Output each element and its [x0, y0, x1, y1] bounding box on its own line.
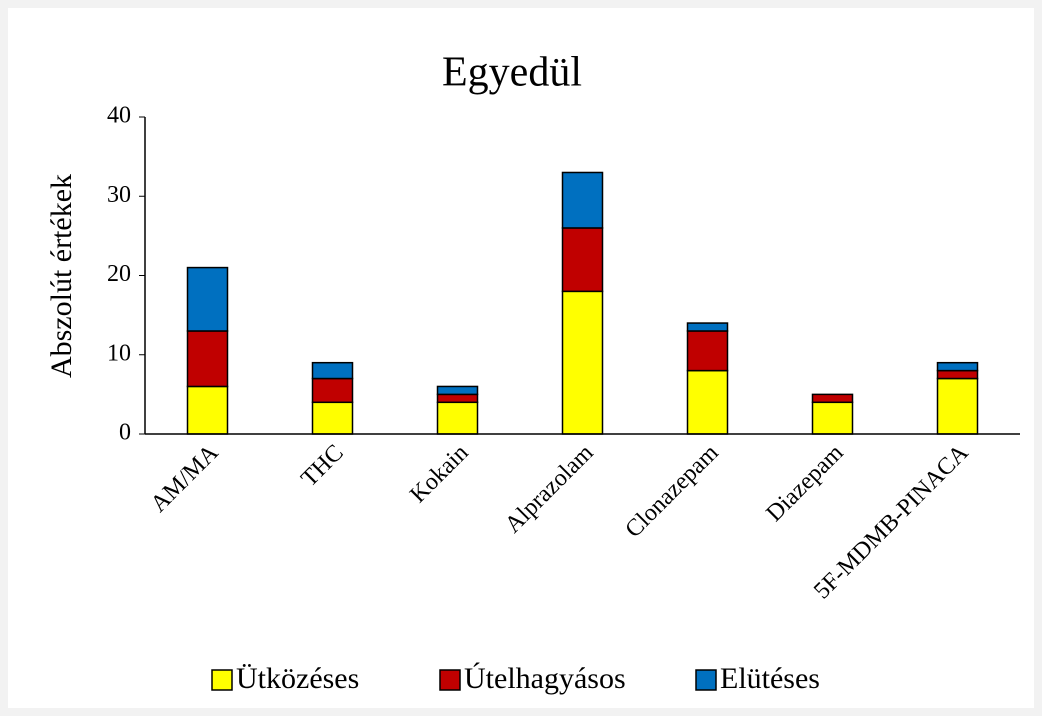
legend-swatch	[695, 669, 717, 691]
bar-segment	[186, 385, 229, 435]
bar-segment	[436, 393, 479, 404]
y-tick-label: 30	[107, 182, 131, 208]
bar-segment	[936, 361, 979, 372]
y-tick-label: 0	[119, 420, 131, 446]
bar-segment	[186, 330, 229, 388]
y-tick-label: 20	[107, 261, 131, 287]
bar-segment	[936, 369, 979, 380]
bar-segment	[561, 171, 604, 229]
bar-segment	[811, 393, 854, 404]
bar-segment	[186, 266, 229, 332]
bar-segment	[811, 401, 854, 435]
bar-segment	[311, 361, 354, 380]
bar-segment	[686, 330, 729, 372]
chart-title: Egyedül	[442, 50, 582, 96]
bar-segment	[436, 385, 479, 396]
legend-label: Útelhagyásos	[464, 662, 626, 695]
legend-swatch	[211, 669, 233, 691]
bar-segment	[311, 377, 354, 404]
y-tick-label: 10	[107, 340, 131, 366]
legend-label: Elütéses	[720, 662, 820, 695]
bar-segment	[936, 377, 979, 435]
chart-area	[8, 8, 1034, 708]
bar-segment	[686, 369, 729, 435]
bar-segment	[561, 290, 604, 435]
bar-segment	[686, 322, 729, 332]
bar-segment	[311, 401, 354, 435]
y-axis-label: Abszolút értékek	[45, 174, 78, 378]
bar-segment	[561, 227, 604, 293]
bar-segment	[436, 401, 479, 435]
legend-label: Ütközéses	[236, 662, 359, 695]
y-tick-label: 40	[107, 103, 131, 129]
legend-swatch	[439, 669, 461, 691]
